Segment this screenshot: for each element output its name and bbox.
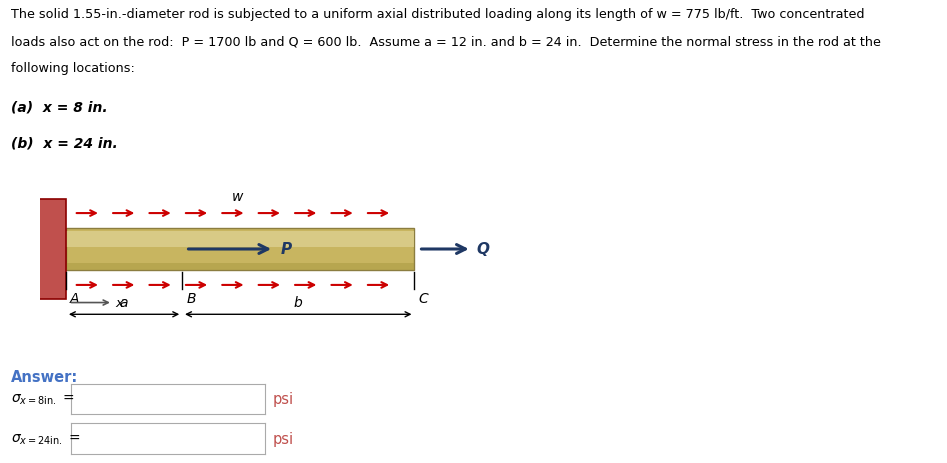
Text: Q: Q (476, 242, 490, 257)
Text: P: P (280, 242, 292, 257)
Text: b: b (294, 296, 303, 310)
Text: w: w (232, 189, 243, 203)
Text: $\sigma_{x=8\mathrm{in.}}$ =: $\sigma_{x=8\mathrm{in.}}$ = (11, 392, 75, 407)
Text: loads also act on the rod:  P = 1700 lb and Q = 600 lb.  Assume a = 12 in. and b: loads also act on the rod: P = 1700 lb a… (11, 35, 882, 48)
Text: psi: psi (273, 392, 294, 407)
Text: x: x (116, 296, 123, 309)
Text: A: A (70, 292, 80, 306)
Bar (66, 231, 415, 247)
Text: psi: psi (273, 431, 294, 446)
Text: following locations:: following locations: (11, 62, 135, 75)
Text: (a)  x = 8 in.: (a) x = 8 in. (11, 100, 108, 114)
Text: a: a (120, 296, 128, 310)
Text: Answer:: Answer: (11, 369, 79, 384)
Text: (b)  x = 24 in.: (b) x = 24 in. (11, 137, 118, 150)
Bar (37, 200, 66, 300)
Bar (66, 263, 415, 271)
Bar (66, 228, 415, 271)
Text: B: B (187, 292, 196, 306)
Text: C: C (419, 292, 428, 306)
Text: $\sigma_{x=24\mathrm{in.}}$ =: $\sigma_{x=24\mathrm{in.}}$ = (11, 432, 80, 446)
Text: The solid 1.55-in.-diameter rod is subjected to a uniform axial distributed load: The solid 1.55-in.-diameter rod is subje… (11, 8, 865, 21)
